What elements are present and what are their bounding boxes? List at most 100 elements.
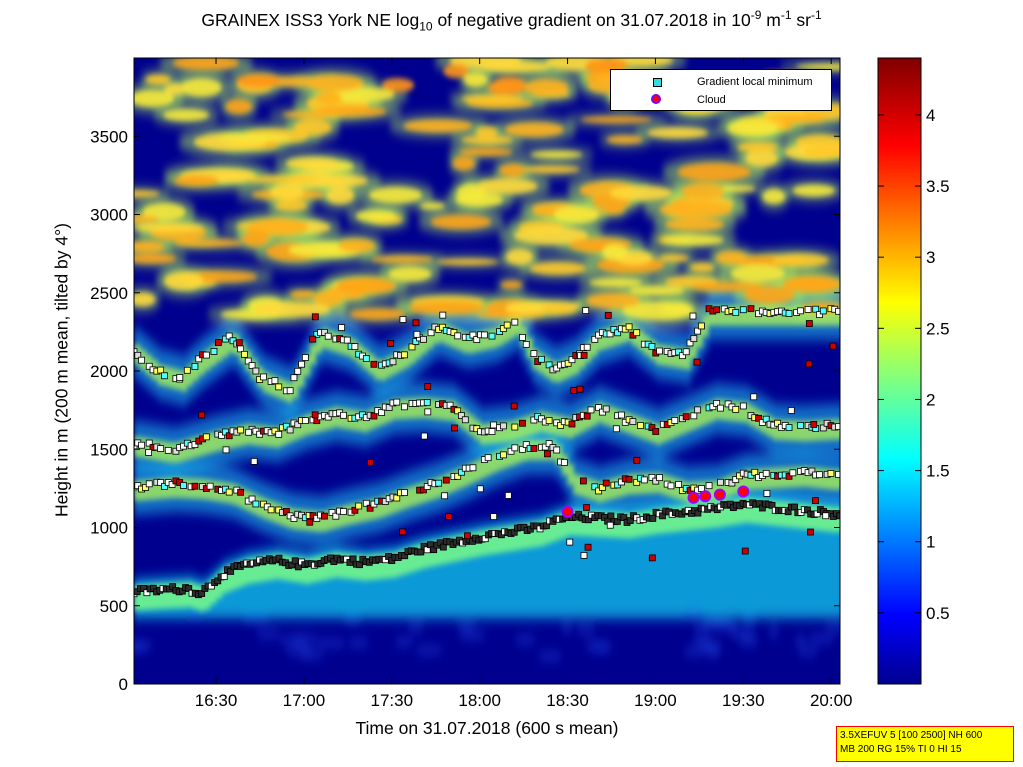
legend-entry-gradient: Gradient local minimum bbox=[611, 74, 831, 90]
gradient-min-marker bbox=[387, 339, 395, 347]
gradient-min-marker bbox=[164, 446, 172, 454]
gradient-min-marker bbox=[602, 479, 610, 487]
y-axis-label: Height in m (200 m mean, tilted by 4°) bbox=[51, 223, 72, 517]
gradient-min-marker bbox=[705, 482, 713, 490]
gradient-min-marker bbox=[648, 554, 656, 562]
gradient-min-marker bbox=[469, 331, 477, 339]
gradient-min-marker bbox=[294, 421, 302, 429]
gradient-min-marker bbox=[427, 329, 435, 337]
gradient-min-marker bbox=[693, 358, 701, 366]
gradient-min-marker bbox=[490, 421, 497, 429]
gradient-min-marker bbox=[157, 445, 165, 452]
x-tick-label: 19:00 bbox=[634, 691, 677, 710]
gradient-min-marker bbox=[454, 407, 462, 415]
gradient-min-marker bbox=[584, 543, 592, 551]
gradient-min-marker bbox=[519, 333, 526, 341]
gradient-min-marker bbox=[545, 361, 553, 369]
gradient-min-marker bbox=[400, 351, 408, 359]
gradient-min-marker bbox=[612, 425, 620, 433]
gradient-min-marker bbox=[237, 426, 245, 434]
gradient-min-marker bbox=[157, 479, 165, 486]
x-tick-label: 18:30 bbox=[546, 691, 589, 710]
gradient-min-marker bbox=[423, 399, 431, 406]
gradient-min-marker bbox=[343, 336, 351, 344]
gradient-min-marker bbox=[545, 417, 553, 425]
gradient-min-marker bbox=[812, 497, 819, 504]
colorbar-tick-label: 3 bbox=[926, 248, 935, 267]
gradient-min-marker bbox=[311, 313, 319, 321]
gradient-min-marker bbox=[157, 366, 165, 374]
gradient-min-marker bbox=[191, 441, 199, 448]
gradient-min-marker bbox=[370, 360, 378, 368]
gradient-min-marker bbox=[490, 513, 498, 520]
gradient-min-marker bbox=[424, 408, 432, 416]
gradient-min-marker bbox=[202, 351, 210, 359]
gradient-min-marker bbox=[732, 476, 740, 483]
y-tick-label: 3000 bbox=[90, 206, 128, 225]
cloud-marker bbox=[561, 505, 574, 518]
gradient-min-marker bbox=[582, 307, 590, 314]
gradient-min-marker bbox=[220, 573, 228, 580]
gradient-min-marker bbox=[797, 421, 804, 429]
gradient-min-marker bbox=[675, 348, 682, 356]
gradient-min-marker bbox=[454, 472, 462, 480]
gradient-min-marker bbox=[301, 417, 309, 424]
gradient-min-marker bbox=[819, 424, 827, 432]
gradient-min-marker bbox=[210, 348, 218, 355]
gradient-min-marker bbox=[267, 506, 275, 514]
gradient-min-marker bbox=[464, 532, 471, 540]
colorbar-tick-label: 1.5 bbox=[926, 462, 950, 481]
gradient-min-marker bbox=[393, 398, 401, 406]
colorbar-tick-label: 2 bbox=[926, 390, 935, 409]
gradient-min-marker bbox=[579, 477, 587, 485]
gradient-min-marker bbox=[694, 327, 702, 335]
gradient-min-marker bbox=[835, 470, 840, 478]
gradient-min-marker bbox=[134, 351, 142, 359]
x-tick-label: 17:00 bbox=[283, 691, 326, 710]
info-line: MB 200 RG 15% TI 0 HI 15 bbox=[840, 744, 962, 755]
gradient-min-marker bbox=[393, 494, 401, 502]
y-tick-label: 0 bbox=[119, 675, 128, 694]
gradient-min-marker bbox=[250, 457, 258, 465]
gradient-min-marker bbox=[237, 488, 245, 496]
gradient-min-marker bbox=[787, 407, 795, 414]
gradient-min-marker bbox=[362, 355, 370, 362]
gradient-min-marker bbox=[762, 469, 770, 477]
gradient-min-marker bbox=[739, 402, 747, 410]
x-tick-label: 20:00 bbox=[810, 691, 853, 710]
gradient-min-marker bbox=[321, 328, 328, 336]
gradient-min-marker bbox=[648, 474, 656, 481]
gradient-min-marker bbox=[805, 360, 813, 368]
gradient-min-marker bbox=[294, 367, 302, 375]
gradient-min-marker bbox=[290, 515, 298, 522]
gradient-min-marker bbox=[690, 412, 698, 420]
gradient-min-marker bbox=[576, 385, 584, 393]
colorbar-axis: 0.5 1 1.5 2 2.5 3 3.5 4 bbox=[878, 106, 950, 623]
gradient-min-marker bbox=[580, 552, 588, 559]
gradient-min-marker bbox=[301, 354, 309, 361]
gradient-min-marker bbox=[370, 412, 378, 420]
gradient-min-marker bbox=[176, 374, 184, 381]
cloud-marker bbox=[713, 488, 726, 501]
gradient-min-marker bbox=[755, 414, 762, 422]
gradient-min-marker bbox=[412, 319, 420, 327]
gradient-min-marker bbox=[248, 495, 256, 503]
gradient-min-marker bbox=[511, 444, 519, 452]
gradient-min-marker bbox=[446, 401, 454, 409]
gradient-min-marker bbox=[698, 485, 705, 492]
gradient-min-marker bbox=[458, 412, 465, 420]
gradient-min-marker bbox=[519, 419, 526, 427]
gradient-min-marker bbox=[835, 307, 840, 315]
gradient-min-marker bbox=[191, 482, 199, 490]
x-tick-label: 18:00 bbox=[458, 691, 501, 710]
gradient-min-marker bbox=[408, 343, 416, 351]
gradient-min-marker bbox=[686, 339, 694, 347]
gradient-min-marker bbox=[640, 476, 648, 484]
gradient-min-marker bbox=[568, 420, 576, 428]
gradient-min-marker bbox=[522, 441, 530, 448]
gradient-min-marker bbox=[791, 503, 798, 511]
gradient-min-marker bbox=[286, 387, 294, 395]
x-axis-label: Time on 31.07.2018 (600 s mean) bbox=[355, 718, 619, 738]
gradient-min-marker bbox=[816, 471, 823, 479]
gradient-min-marker bbox=[604, 311, 612, 319]
